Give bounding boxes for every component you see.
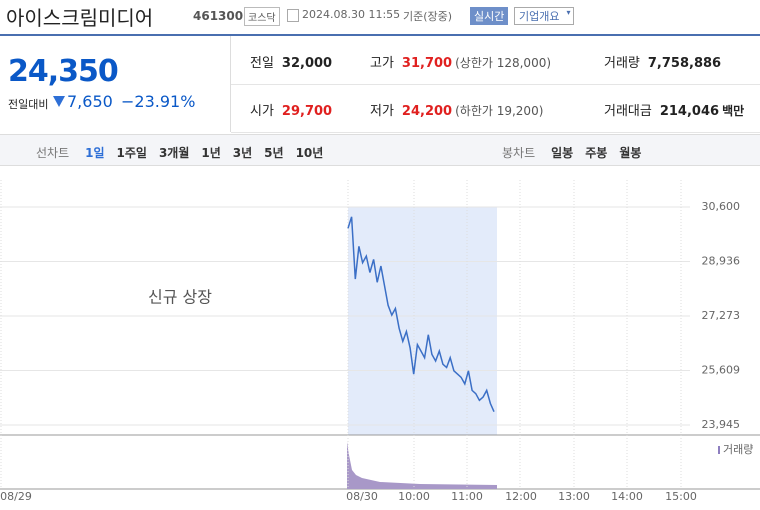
stat: 시가 29,700 [250, 100, 332, 119]
tab-bar: 선차트 1일 1주일 3개월 1년 3년 5년 10년 봉차트 일봉 주봉 월봉 [0, 134, 760, 166]
volume-shape [347, 442, 497, 489]
stat: 고가 31,700 (상한가 128,000) [370, 52, 551, 71]
today-highlight [348, 207, 497, 435]
current-price: 24,350 [8, 54, 119, 89]
stat: 거래대금 214,046 백만 [604, 100, 744, 119]
y-tick-label: 25,609 [702, 363, 741, 376]
x-tick-label: 12:00 [505, 490, 537, 503]
icon [287, 9, 299, 22]
stat-label: 시가 [250, 104, 274, 119]
tab[interactable]: 일봉 [551, 146, 574, 160]
market-badge: 코스닥 [244, 7, 280, 26]
tab[interactable]: 1년 [201, 146, 221, 160]
y-tick-label: 28,936 [702, 255, 741, 268]
x-tick-label: 13:00 [558, 490, 590, 503]
stat-label: 전일 [250, 56, 274, 71]
tab[interactable]: 주봉 [585, 146, 608, 160]
row-divider [231, 132, 760, 133]
stat-note: (하한가 19,200) [455, 104, 544, 118]
basis: 기준(장중) [403, 10, 453, 23]
divider [0, 34, 760, 36]
tab[interactable]: 1일 [85, 146, 105, 160]
tab[interactable]: 월봉 [619, 146, 642, 160]
candle-tabs: 봉차트 일봉 주봉 월봉 [502, 142, 653, 161]
company-button[interactable]: 기업개요 ▾ [514, 7, 575, 25]
tab-group-label: 선차트 [36, 146, 70, 160]
volume-label: 거래량 [723, 443, 753, 456]
tab[interactable]: 3년 [232, 146, 253, 160]
tab[interactable]: 10년 [295, 146, 324, 160]
x-tick-label: 14:00 [611, 490, 643, 503]
stat-label: 저가 [370, 104, 394, 119]
x-tick-label: 15:00 [665, 490, 697, 503]
stat-unit: 백만 [722, 104, 745, 118]
stat-label: 고가 [370, 56, 394, 71]
stat-value: 31,700 [401, 56, 453, 71]
stat-value: 214,046 [659, 104, 720, 119]
y-tick-label: 27,273 [702, 309, 741, 322]
stat-value: 32,000 [281, 56, 333, 71]
tab[interactable]: 1주일 [116, 146, 147, 160]
change: 7,650 [67, 92, 113, 111]
company-label: 기업개요 [519, 10, 560, 23]
stat-label: 거래량 [604, 56, 640, 71]
down-arrow [53, 96, 65, 107]
tab[interactable]: 5년 [264, 146, 284, 160]
realtime-button[interactable]: 실시간 [470, 7, 509, 25]
stat-label: 거래대금 [604, 104, 652, 119]
stat-value: 29,700 [281, 104, 333, 119]
stat-value: 24,200 [401, 104, 453, 119]
stat: 전일 32,000 [250, 52, 332, 71]
row-divider [231, 84, 760, 85]
change-rate: −23.91% [121, 92, 196, 111]
stock-name: 아이스크림미디어 [6, 6, 154, 30]
volume-legend-mark [718, 446, 720, 454]
divider [230, 36, 231, 132]
line-tabs: 선차트 1일 1주일 3개월 1년 3년 5년 10년 [36, 142, 335, 161]
price-line [347, 216, 495, 413]
annotation: 신규 상장 [148, 288, 212, 307]
x-tick-label: 10:00 [398, 490, 430, 503]
x-tick-label: 08/29 [0, 490, 32, 503]
x-tick-label: 08/30 [346, 490, 378, 503]
tab-group-label: 봉차트 [502, 146, 536, 160]
tab[interactable]: 3개월 [158, 146, 190, 160]
stat: 거래량 7,758,886 [604, 52, 721, 71]
change-label: 전일대비 [8, 98, 49, 111]
datetime: 2024.08.30 11:55 [302, 8, 401, 21]
stat: 저가 24,200 (하한가 19,200) [370, 100, 543, 119]
stat-value: 7,758,886 [647, 56, 722, 71]
y-tick-label: 30,600 [702, 200, 741, 213]
stock-code: 461300 [193, 9, 244, 23]
x-tick-label: 11:00 [451, 490, 483, 503]
stat-note: (상한가 128,000) [455, 56, 552, 70]
y-tick-label: 23,945 [702, 418, 741, 431]
